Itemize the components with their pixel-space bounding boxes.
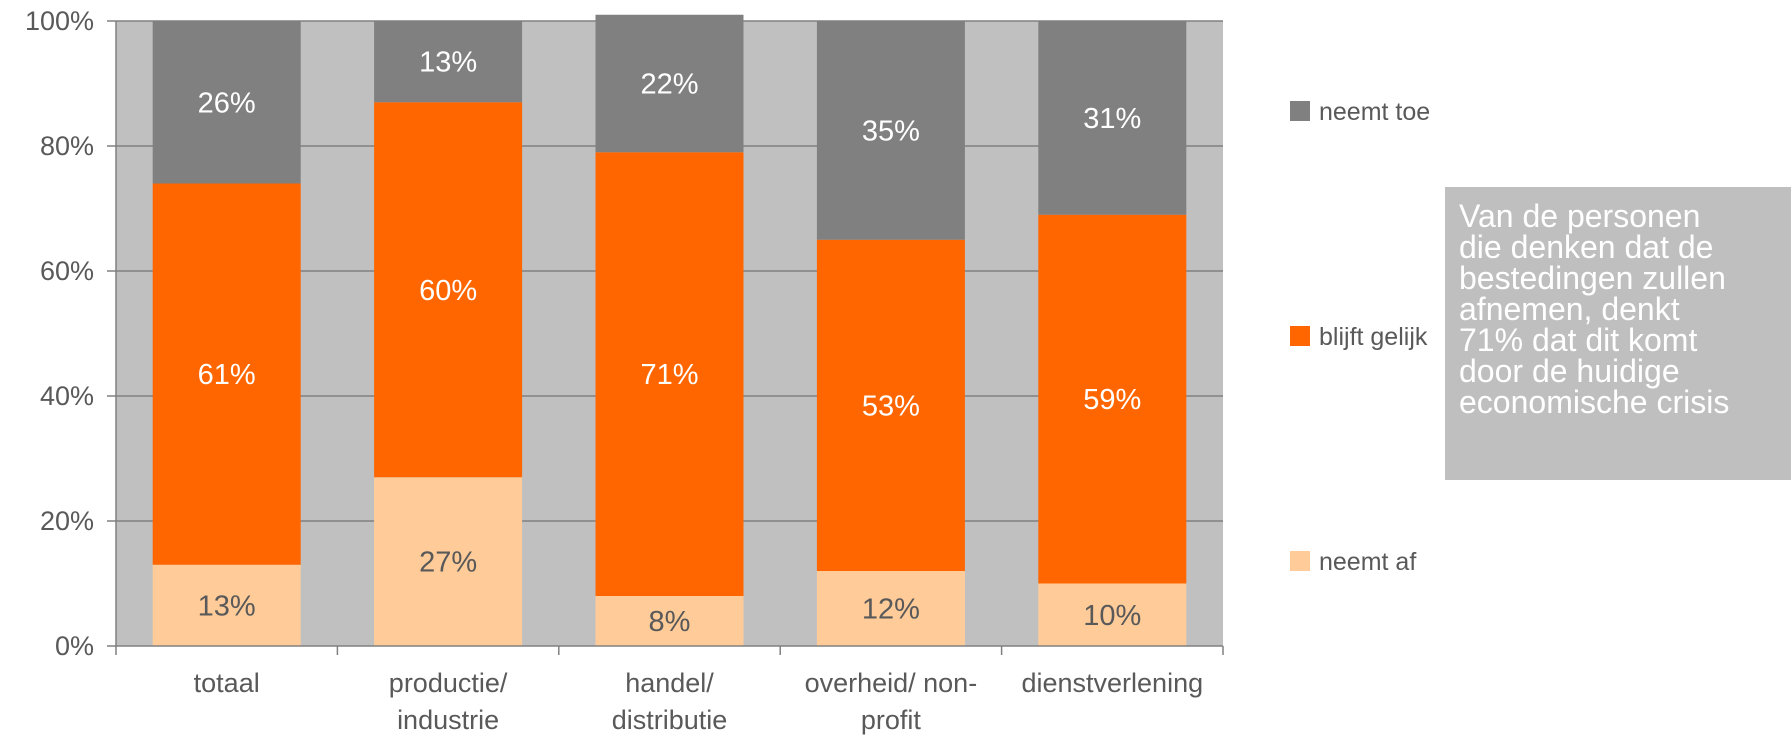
x-category-label: totaal (194, 668, 260, 698)
bar-segment (595, 14, 744, 153)
legend-swatch (1290, 551, 1310, 571)
x-category-label: distributie (612, 705, 728, 735)
bar-segment (1038, 583, 1187, 646)
data-label: 53% (862, 390, 920, 422)
y-tick-label: 0% (55, 631, 94, 661)
callout-line: Van de personen (1459, 198, 1701, 234)
data-label: 71% (640, 359, 698, 391)
bar-segment (374, 477, 523, 646)
data-label: 22% (640, 69, 698, 101)
bar-segment (816, 21, 965, 240)
callout-line: door de huidige (1459, 353, 1680, 389)
data-label: 31% (1083, 103, 1141, 135)
callout-line: 71% dat dit komt (1459, 322, 1698, 358)
callout-line: bestedingen zullen (1459, 260, 1726, 296)
data-label: 8% (649, 606, 691, 638)
bar-segment (1038, 21, 1187, 215)
x-category-label: productie/ (389, 668, 508, 698)
data-label: 59% (1083, 384, 1141, 416)
legend-label: blijft gelijk (1319, 323, 1428, 351)
bar-segment (816, 571, 965, 646)
legend-swatch (1290, 101, 1310, 121)
x-category-label: dienstverlening (1021, 668, 1203, 698)
y-tick-label: 100% (25, 6, 94, 36)
bar-segment (152, 564, 301, 646)
y-tick-label: 40% (40, 381, 94, 411)
legend-swatch (1290, 326, 1310, 346)
data-label: 60% (419, 275, 477, 307)
legend-label: neemt af (1319, 548, 1416, 576)
data-label: 26% (198, 87, 256, 119)
bar-segment (374, 21, 523, 103)
y-tick-label: 20% (40, 506, 94, 536)
data-label: 13% (198, 590, 256, 622)
bar-segment (374, 102, 523, 478)
bar-segment (595, 152, 744, 596)
bar-segment (152, 183, 301, 565)
y-tick-label: 80% (40, 131, 94, 161)
x-category-label: overheid/ non- (805, 668, 978, 698)
callout-line: economische crisis (1459, 384, 1730, 420)
data-label: 13% (419, 47, 477, 79)
data-label: 10% (1083, 600, 1141, 632)
x-category-label: industrie (397, 705, 499, 735)
data-label: 61% (198, 359, 256, 391)
legend-label: neemt toe (1319, 98, 1430, 126)
data-label: 35% (862, 115, 920, 147)
y-tick-label: 60% (40, 256, 94, 286)
bar-segment (595, 596, 744, 646)
data-label: 27% (419, 547, 477, 579)
bar-segment (816, 239, 965, 571)
x-category-label: profit (861, 705, 922, 735)
x-category-label: handel/ (625, 668, 714, 698)
data-label: 12% (862, 594, 920, 626)
callout-line: die denken dat de (1459, 229, 1714, 265)
annotation-callout: Van de personen die denken dat de bested… (1445, 187, 1791, 480)
bar-segment (1038, 214, 1187, 584)
callout-line: afnemen, denkt (1459, 291, 1680, 327)
bar-segment (152, 21, 301, 184)
